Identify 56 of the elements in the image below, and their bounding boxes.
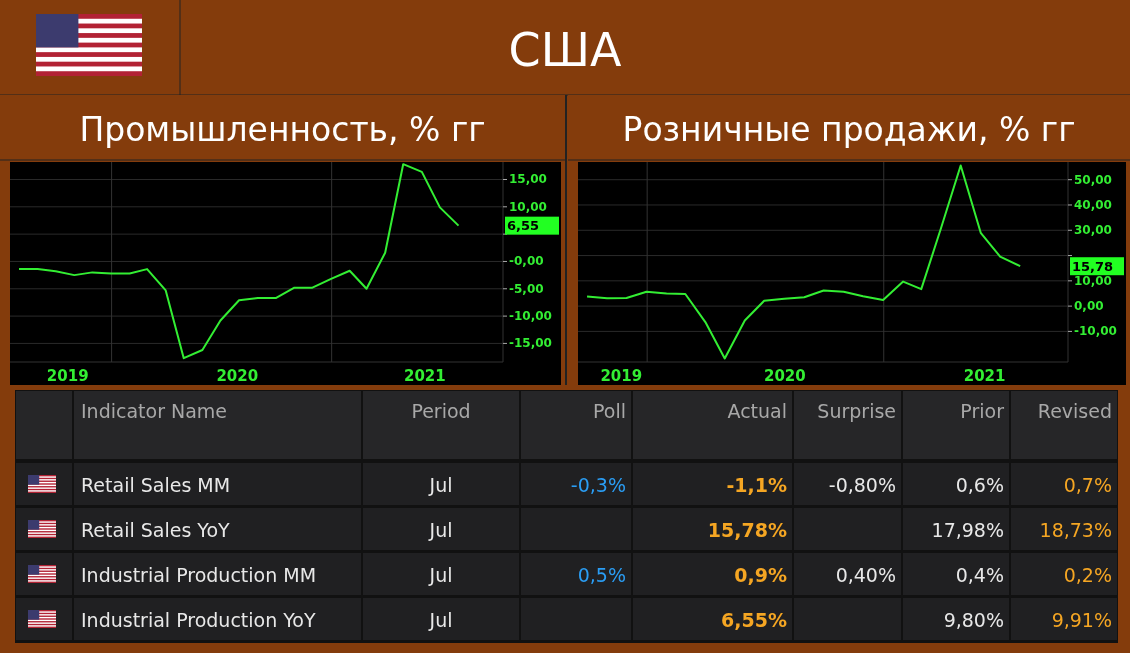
category-label: Surprise: [817, 400, 896, 422]
category-label: Period: [411, 400, 471, 422]
text: -1,1%: [726, 474, 787, 496]
text: США: [508, 23, 622, 77]
y-tick-label: 30,00: [1074, 223, 1112, 238]
category-label: Indicator Name: [81, 400, 228, 422]
y-tick-label: 15,00: [509, 172, 547, 187]
y-tick-label: -5,00: [509, 281, 544, 296]
text: 0,6%: [955, 474, 1004, 496]
text: 0,4%: [955, 564, 1004, 586]
x-tick-label: 2021: [963, 367, 1006, 385]
text: 0,7%: [1063, 474, 1112, 496]
y-tick-label: 0,00: [1074, 299, 1104, 314]
text: 0,5%: [577, 564, 626, 586]
text: 15,78%: [707, 519, 787, 541]
line-series: [18, 163, 460, 360]
text: 6,55%: [721, 609, 787, 631]
text: 0,40%: [835, 564, 896, 586]
text: 9,91%: [1051, 609, 1112, 631]
line-series: [586, 164, 1022, 360]
text: -0,80%: [828, 474, 896, 496]
x-tick-label: 2020: [763, 367, 806, 385]
y-tick-label: 50,00: [1074, 172, 1112, 187]
text: 17,98%: [931, 519, 1004, 541]
chart-title: Розничные продажи, % гг: [622, 110, 1076, 149]
category-label: Poll: [593, 400, 626, 422]
y-tick-label: -15,00: [509, 336, 552, 351]
text: 0,9%: [734, 564, 787, 586]
text: 9,80%: [943, 609, 1004, 631]
y-tick-label: 10,00: [1074, 273, 1112, 288]
text: Jul: [428, 474, 453, 496]
text: 0,2%: [1063, 564, 1112, 586]
category-label: Revised: [1037, 400, 1112, 422]
y-tick-label: 40,00: [1074, 197, 1112, 212]
x-tick-label: 2019: [46, 367, 89, 385]
y-tick-label: -10,00: [1074, 324, 1117, 339]
text: Jul: [428, 519, 453, 541]
text: -0,3%: [570, 474, 626, 496]
text: Jul: [428, 609, 453, 631]
text: 15,78: [1072, 258, 1114, 274]
y-tick-label: -0,00: [509, 254, 544, 269]
category-label: Actual: [727, 400, 787, 422]
text: Industrial Production YoY: [81, 609, 316, 631]
text: Retail Sales YoY: [81, 519, 231, 541]
x-tick-label: 2020: [216, 367, 259, 385]
x-tick-label: 2019: [600, 367, 643, 385]
category-label: Prior: [960, 400, 1005, 422]
y-tick-label: 10,00: [509, 199, 547, 214]
text: Jul: [428, 564, 453, 586]
text: 6,55: [507, 218, 540, 234]
chart-title: Промышленность, % гг: [79, 110, 486, 149]
text: 18,73%: [1039, 519, 1112, 541]
y-tick-label: -10,00: [509, 309, 552, 324]
x-tick-label: 2021: [403, 367, 446, 385]
text: Industrial Production MM: [81, 564, 317, 586]
text: Retail Sales MM: [81, 474, 231, 496]
